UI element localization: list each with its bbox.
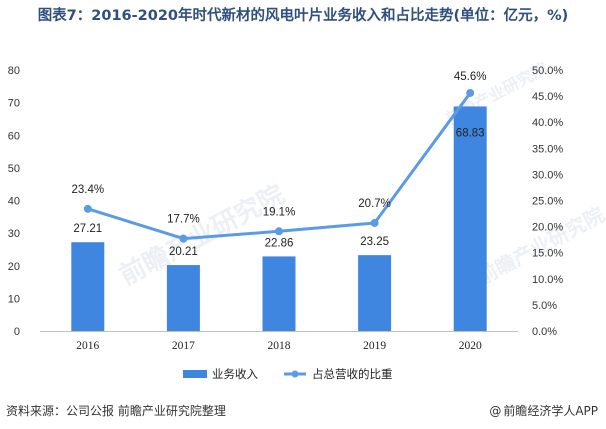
- bar-value-label: 27.21: [73, 223, 102, 235]
- source-note: 资料来源：公司公报 前瞻产业研究院整理: [6, 404, 226, 418]
- right-axis-tick-label: 40.0%: [532, 117, 563, 129]
- bar: [71, 242, 105, 331]
- right-axis-tick-label: 0.0%: [532, 326, 557, 338]
- line-value-label: 20.7%: [358, 198, 391, 210]
- line-value-label: 23.4%: [71, 184, 104, 196]
- bar-value-label: 68.83: [456, 127, 485, 139]
- at-icon: @: [489, 404, 502, 418]
- right-axis-tick-label: 25.0%: [532, 196, 563, 208]
- line-value-label: 45.6%: [454, 71, 487, 83]
- line-point: [179, 234, 188, 243]
- bar: [358, 255, 392, 331]
- line-point: [466, 88, 475, 97]
- right-axis-tick-label: 30.0%: [532, 169, 563, 181]
- bar-value-label: 20.21: [169, 246, 198, 258]
- chart-title: 图表7：2016-2020年时代新材的风电叶片业务收入和占比走势(单位：亿元，%…: [37, 8, 569, 24]
- bar-value-label: 22.86: [265, 237, 294, 249]
- legend-bar-label: 业务收入: [212, 367, 258, 381]
- legend-line-label: 占总营收的比重: [312, 367, 393, 381]
- right-axis-tick-label: 10.0%: [532, 274, 563, 286]
- left-axis-tick-label: 70: [8, 98, 20, 110]
- x-axis-tick-label: 2017: [172, 340, 195, 352]
- left-axis-tick-label: 80: [8, 65, 20, 77]
- left-axis-tick-label: 40: [8, 196, 20, 208]
- x-axis-tick-label: 2019: [363, 340, 386, 352]
- line-value-label: 17.7%: [167, 214, 200, 226]
- bar: [262, 256, 296, 331]
- x-axis-tick-label: 2016: [76, 340, 99, 352]
- right-axis-tick-label: 45.0%: [532, 91, 563, 103]
- brand-credit: @ 前瞻经济学人APP: [489, 402, 598, 419]
- line-point: [370, 218, 379, 227]
- left-axis-tick-label: 30: [8, 228, 20, 240]
- right-axis-tick-label: 15.0%: [532, 248, 563, 260]
- left-axis-tick-label: 10: [8, 293, 20, 305]
- line-value-label: 19.1%: [263, 206, 296, 218]
- left-axis-tick-label: 60: [8, 130, 20, 142]
- left-axis-tick-label: 20: [8, 261, 20, 273]
- right-axis-tick-label: 20.0%: [532, 222, 563, 234]
- left-axis-tick-label: 50: [8, 163, 20, 175]
- brand-name: 前瞻经济学人APP: [503, 404, 598, 418]
- line-point: [275, 227, 283, 236]
- right-axis-tick-label: 50.0%: [532, 65, 563, 77]
- right-axis-tick-label: 5.0%: [532, 300, 557, 312]
- bar: [166, 265, 200, 331]
- line-point: [83, 204, 92, 213]
- right-axis-tick-label: 35.0%: [532, 143, 563, 155]
- left-axis-tick-label: 0: [14, 326, 20, 338]
- x-axis-tick-label: 2018: [268, 340, 291, 352]
- x-axis-tick-label: 2020: [459, 340, 482, 352]
- legend-bar-swatch: [183, 370, 207, 378]
- legend-line-marker: [291, 370, 299, 378]
- bar: [453, 106, 487, 331]
- bar-value-label: 23.25: [360, 236, 389, 248]
